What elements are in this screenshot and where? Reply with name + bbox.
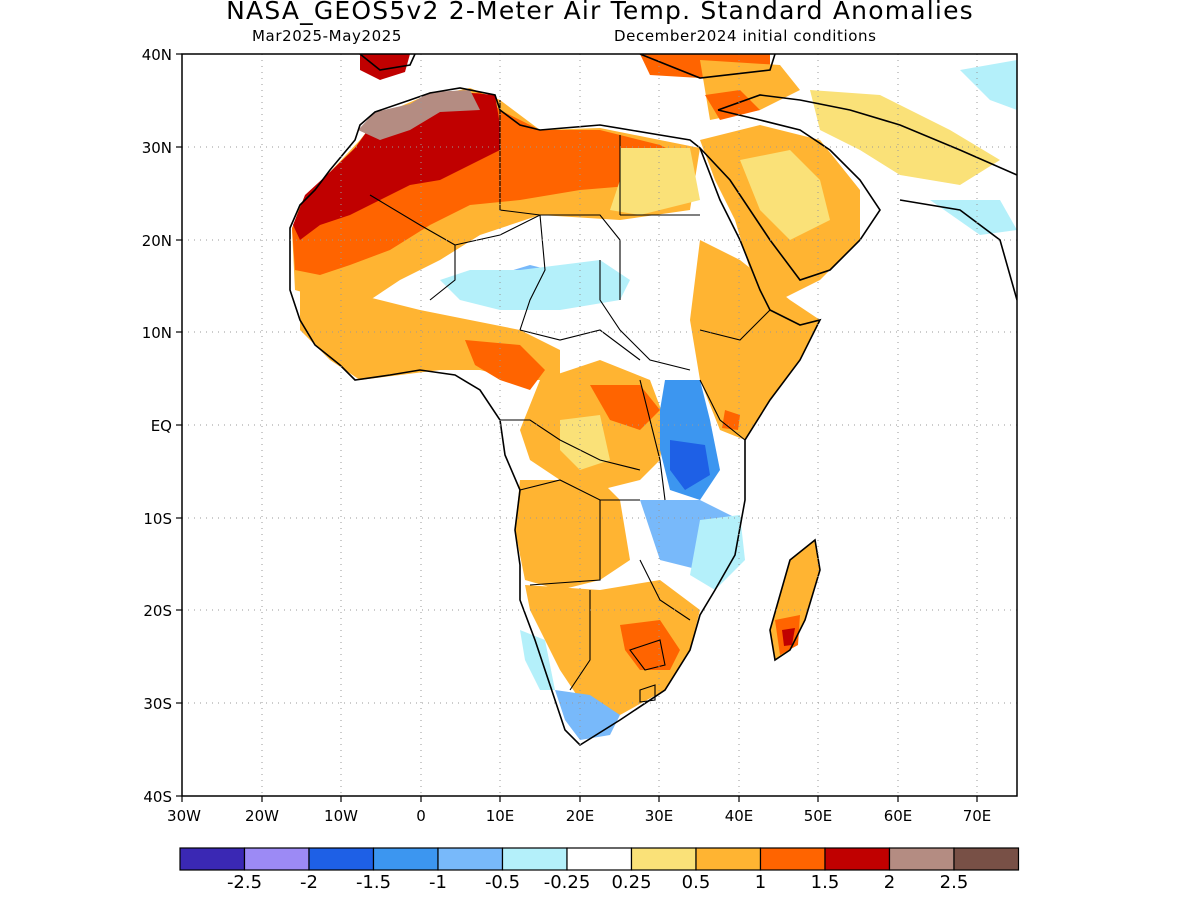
patch-madagascar-core [782, 628, 795, 646]
patch-warm-11 [740, 150, 830, 240]
lon-label: 30W [167, 807, 201, 825]
lon-label: 40E [725, 807, 754, 825]
colorbar-swatch [308, 847, 375, 871]
lat-label: 30S [143, 695, 172, 713]
initial-conditions: December2024 initial conditions [614, 27, 877, 45]
colorbar [179, 847, 1020, 871]
colorbar-label: 0.25 [611, 872, 651, 893]
colorbar-swatch [179, 847, 246, 871]
colorbar-swatch [501, 847, 568, 871]
colorbar-label: 1 [755, 872, 766, 893]
patch-warm-3 [293, 92, 500, 240]
patch-warm-18 [690, 240, 820, 440]
colorbar-label: 2.5 [940, 872, 969, 893]
patch-warm-4 [358, 90, 480, 140]
colorbar-swatch [824, 847, 891, 871]
colorbar-label: -2.5 [227, 872, 262, 893]
colorbar-label: 1.5 [811, 872, 840, 893]
colorbar-swatch [243, 847, 310, 871]
lon-label: 20W [245, 807, 279, 825]
colorbar-swatch [759, 847, 826, 871]
lat-label: EQ [151, 417, 172, 435]
lon-label: 70E [963, 807, 992, 825]
anomaly-patches [292, 54, 1017, 740]
patch-cool-4 [440, 260, 630, 310]
colorbar-label: 0.5 [682, 872, 711, 893]
patch-warm-17 [560, 415, 610, 470]
colorbar-labels: -2.5 -2 -1.5 -1 -0.5 -0.25 0.25 0.5 1 1.5 2 2.5 [227, 872, 968, 893]
lat-label: 10N [142, 324, 172, 342]
patch-warm-14 [465, 340, 545, 390]
latitude-labels: 40N 30N 20N 10N EQ 10S 20S 30S 40S [142, 46, 172, 806]
lon-label: 30E [645, 807, 674, 825]
colorbar-swatch [437, 847, 504, 871]
patch-warm-12 [810, 90, 1000, 185]
colorbar-swatch [630, 847, 697, 871]
lon-label: 10E [486, 807, 515, 825]
lat-label: 10S [143, 510, 172, 528]
lon-label: 50E [804, 807, 833, 825]
patch-warm-6 [360, 54, 410, 80]
colorbar-label: -0.5 [485, 872, 520, 893]
lat-label: 20N [142, 232, 172, 250]
lat-label: 40S [143, 788, 172, 806]
map-title: NASA_GEOS5v2 2-Meter Air Temp. Standard … [226, 0, 974, 25]
patch-warm-21 [525, 580, 700, 715]
lon-label: 0 [416, 807, 426, 825]
colorbar-label: -2 [300, 872, 318, 893]
lat-label: 40N [142, 46, 172, 64]
longitude-labels: 30W 20W 10W 0 10E 20E 30E 40E 50E 60E 70… [167, 807, 991, 825]
graticule [182, 54, 1017, 796]
lon-label: 60E [884, 807, 913, 825]
forecast-period: Mar2025-May2025 [252, 27, 403, 45]
lat-label: 20S [143, 602, 172, 620]
lon-label: 10W [324, 807, 358, 825]
lat-label: 30N [142, 139, 172, 157]
colorbar-swatch [695, 847, 762, 871]
patch-cool-6 [670, 440, 710, 490]
patch-warm-5 [610, 148, 700, 215]
patch-cool-1 [960, 60, 1017, 110]
coastlines [289, 54, 1017, 747]
colorbar-swatch [566, 847, 633, 871]
patch-warm-20 [515, 480, 630, 590]
colorbar-label: -1 [429, 872, 447, 893]
colorbar-swatch [953, 847, 1020, 871]
axis-ticks [176, 53, 978, 802]
anomaly-map [289, 54, 1017, 747]
colorbar-label: -0.25 [544, 872, 591, 893]
country-borders [369, 100, 771, 703]
lon-label: 20E [566, 807, 595, 825]
patch-cool-9 [555, 690, 620, 740]
patch-cool-8 [690, 515, 745, 590]
patch-warm-16 [590, 385, 660, 430]
colorbar-swatch [372, 847, 439, 871]
colorbar-label: -1.5 [356, 872, 391, 893]
colorbar-label: 2 [884, 872, 895, 893]
colorbar-swatch [888, 847, 955, 871]
